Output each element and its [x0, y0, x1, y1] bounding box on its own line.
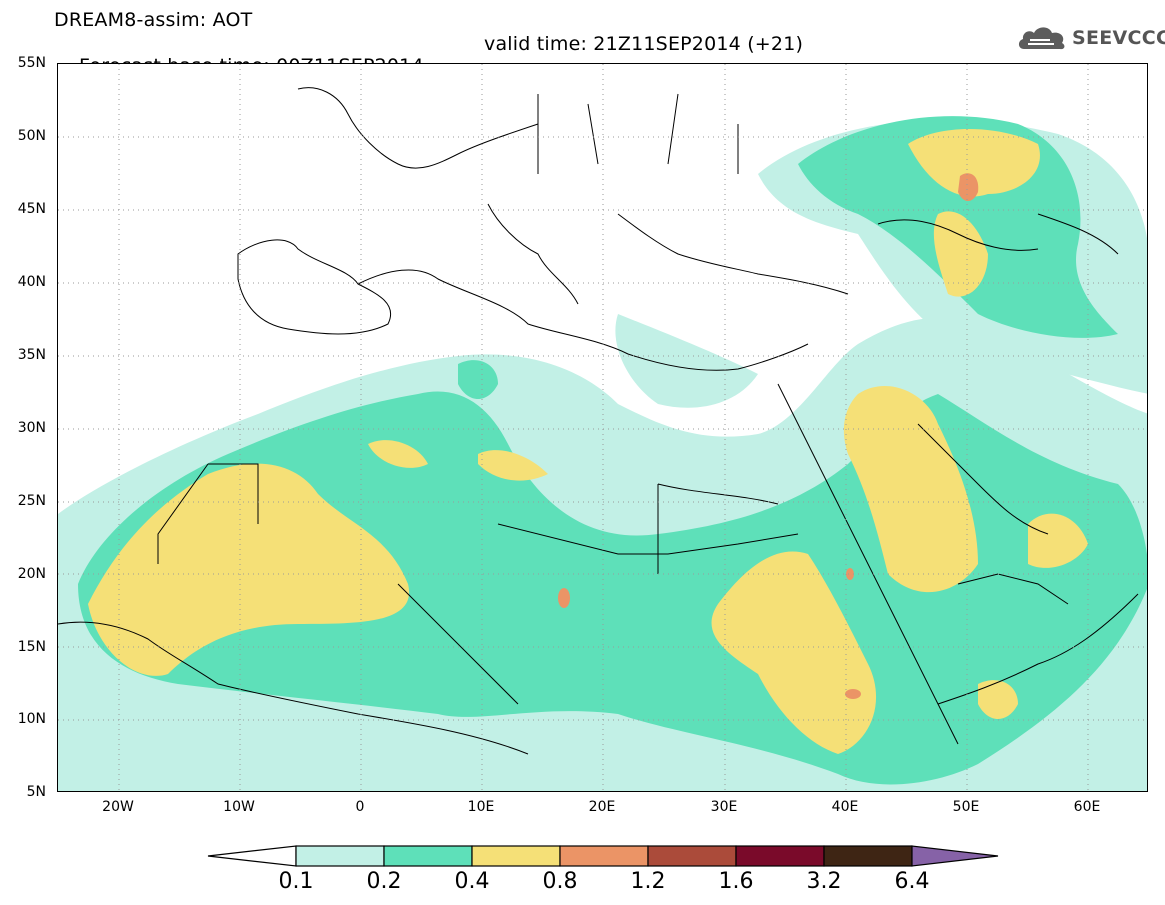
lon-tick: 60E: [1073, 799, 1101, 815]
colorbar-segment: [559, 845, 649, 867]
colorbar-segment: [295, 845, 385, 867]
lat-tick: 10N: [17, 711, 46, 727]
colorbar-over-triangle: [911, 845, 999, 867]
grid-lines: [58, 64, 1147, 791]
colorbar-label: 1.2: [630, 869, 666, 894]
colorbar-label: 0.8: [542, 869, 578, 894]
lon-tick: 50E: [952, 799, 980, 815]
lon-tick: 10W: [223, 799, 255, 815]
colorbar-segment: [383, 845, 473, 867]
lon-tick: 20W: [102, 799, 134, 815]
colorbar-label: 0.1: [278, 869, 314, 894]
lat-tick: 5N: [26, 784, 46, 800]
lon-tick: 10E: [467, 799, 495, 815]
lat-tick: 55N: [17, 55, 46, 71]
coastlines-borders: [58, 87, 1139, 755]
seevccc-logo: SEEVCCC: [1016, 22, 1165, 54]
colorbar-label: 3.2: [806, 869, 842, 894]
colorbar-segment: [735, 845, 825, 867]
colorbar-segment: [647, 845, 737, 867]
lat-tick: 30N: [17, 420, 46, 436]
aot-map: [58, 64, 1147, 791]
colorbar-label: 6.4: [894, 869, 930, 894]
colorbar-segment: [823, 845, 913, 867]
lat-tick: 40N: [17, 274, 46, 290]
lon-tick: 40E: [831, 799, 859, 815]
colorbar-label: 0.4: [454, 869, 490, 894]
lon-tick: 30E: [710, 799, 738, 815]
lat-tick: 45N: [17, 201, 46, 217]
colorbar-label: 1.6: [718, 869, 754, 894]
chart-title: DREAM8-assim: AOT: [54, 9, 253, 31]
lat-tick: 50N: [17, 128, 46, 144]
lat-tick: 25N: [17, 493, 46, 509]
colorbar-segment: [471, 845, 561, 867]
lat-tick: 15N: [17, 639, 46, 655]
lat-tick: 35N: [17, 347, 46, 363]
colorbar-under-triangle: [207, 845, 297, 867]
logo-text: SEEVCCC: [1072, 27, 1165, 49]
map-area: [57, 63, 1148, 792]
lon-tick: 20E: [588, 799, 616, 815]
colorbar-label: 0.2: [366, 869, 402, 894]
lat-tick: 20N: [17, 566, 46, 582]
cloud-icon: [1018, 27, 1065, 50]
lon-tick: 0: [355, 799, 365, 815]
valid-time: valid time: 21Z11SEP2014 (+21): [484, 33, 804, 55]
